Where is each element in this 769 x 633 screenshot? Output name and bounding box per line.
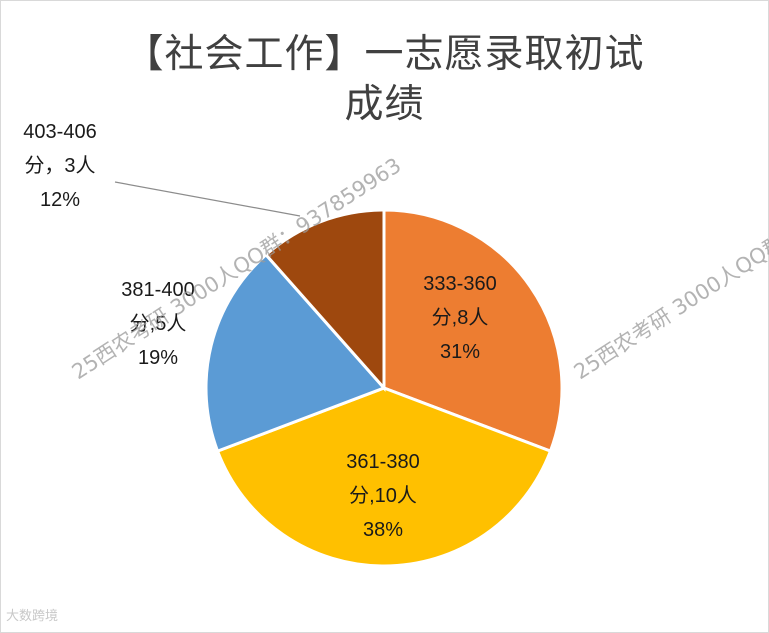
- pie-slice-1: [382, 208, 564, 454]
- slice-label-4-line-3: 12%: [40, 189, 80, 211]
- watermark-right: 25西农考研 3000人QQ群：937859963: [570, 153, 769, 384]
- slice-label-4-line-1: 403-406: [23, 121, 96, 143]
- slice-label-1-line-3: 31%: [440, 341, 480, 363]
- slice-label-4: 403-406 分，3人 12%: [23, 121, 96, 211]
- slice-label-2-line-2: 分,10人: [349, 484, 417, 507]
- pie-slice-3: [204, 252, 387, 454]
- slice-label-4-line-2: 分，3人: [24, 154, 95, 177]
- slice-label-3-line-2: 分,5人: [130, 312, 187, 335]
- slice-label-1-line-2: 分,8人: [432, 306, 489, 329]
- pie-slices: [204, 208, 564, 568]
- pie-slice-2: [215, 386, 553, 568]
- slice-label-1: 333-360 分,8人 31%: [423, 273, 496, 363]
- pie-labels: 333-360 分,8人 31% 361-380 分,10人 38% 381-400 分,5人…: [23, 121, 496, 541]
- pie-slice-4: [263, 208, 386, 392]
- chart-title-line-2: 成绩: [344, 82, 425, 127]
- slice-label-2: 361-380 分,10人 38%: [346, 451, 419, 541]
- slice-label-3-line-1: 381-400: [121, 279, 194, 301]
- slice-label-2-line-3: 38%: [363, 519, 403, 541]
- logo: 大数跨境: [6, 609, 59, 624]
- leader-line: [114, 181, 301, 217]
- chart-title-line-1: 【社会工作】一志愿录取初试: [124, 32, 645, 77]
- slice-label-1-line-1: 333-360: [423, 273, 496, 295]
- slice-label-3: 381-400 分,5人 19%: [121, 279, 194, 369]
- chart-title: 【社会工作】一志愿录取初试 成绩: [0, 30, 769, 130]
- slice-label-3-line-3: 19%: [138, 347, 178, 369]
- slice-label-2-line-1: 361-380: [346, 451, 419, 473]
